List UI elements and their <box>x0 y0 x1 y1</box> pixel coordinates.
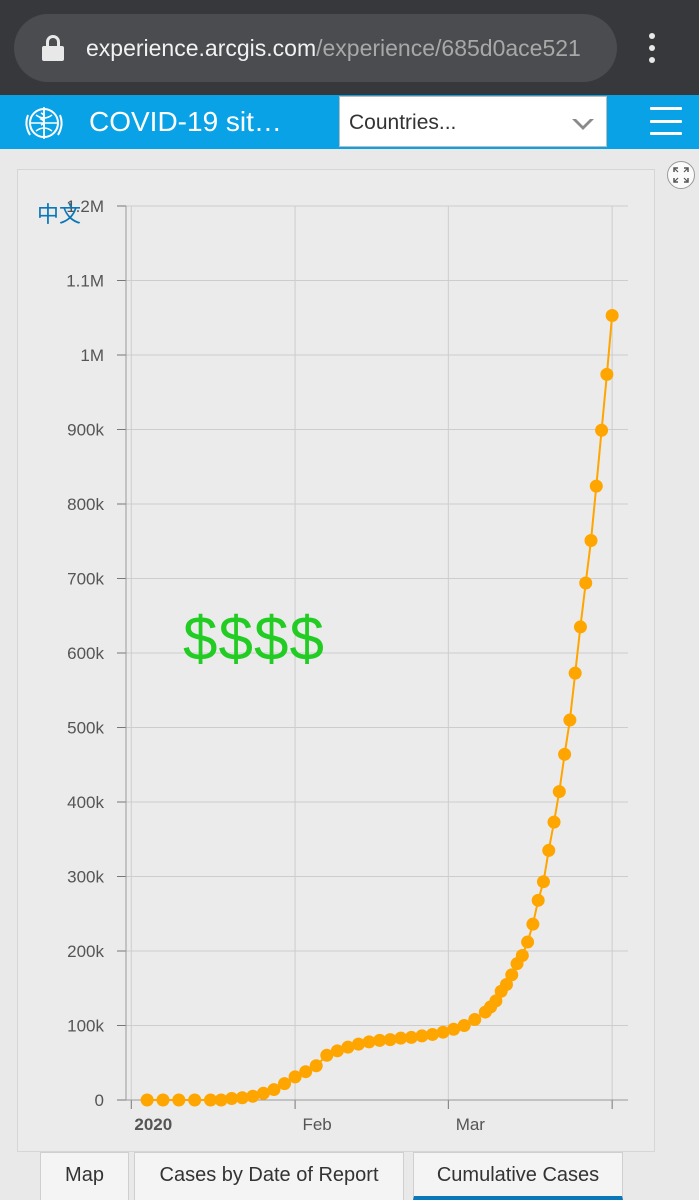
data-point <box>526 917 540 931</box>
data-point <box>573 620 587 634</box>
data-point <box>341 1040 355 1054</box>
y-tick-label: 300k <box>67 868 104 887</box>
data-point <box>288 1070 302 1084</box>
chevron-down-icon <box>572 118 594 130</box>
data-point <box>542 843 556 857</box>
data-point <box>547 815 561 829</box>
data-point <box>394 1031 408 1045</box>
y-tick-label: 600k <box>67 644 104 663</box>
data-point <box>584 534 598 548</box>
data-point <box>309 1059 323 1073</box>
x-tick-label: Mar <box>456 1115 486 1134</box>
data-point <box>383 1033 397 1047</box>
data-point <box>278 1077 292 1091</box>
data-point <box>457 1019 471 1032</box>
series-line <box>147 315 614 1101</box>
y-tick-label: 1.1M <box>66 272 104 291</box>
data-point <box>521 935 535 949</box>
data-point <box>204 1093 218 1107</box>
browser-toolbar: experience.arcgis.com/experience/685d0ac… <box>0 0 699 95</box>
y-tick-label: 0 <box>95 1091 104 1110</box>
data-point <box>320 1048 334 1062</box>
y-tick-label: 200k <box>67 942 104 961</box>
url-host: experience.arcgis.com <box>86 34 317 61</box>
y-tick-label: 100k <box>67 1017 104 1036</box>
data-point <box>499 978 513 992</box>
data-point <box>352 1037 366 1051</box>
chart-panel <box>17 169 655 1152</box>
data-point <box>362 1035 376 1049</box>
data-point <box>404 1030 418 1044</box>
data-point <box>330 1044 344 1058</box>
data-point <box>605 309 619 323</box>
x-tick-label: 2020 <box>134 1115 172 1134</box>
country-select[interactable]: Countries... <box>339 96 607 147</box>
data-point <box>246 1089 260 1103</box>
x-tick-label: Feb <box>302 1115 331 1134</box>
data-point <box>447 1022 461 1036</box>
data-point <box>536 875 550 889</box>
url-text: experience.arcgis.com/experience/685d0ac… <box>86 35 581 62</box>
data-point <box>579 576 593 590</box>
y-tick-label: 1M <box>80 346 104 365</box>
app-title: COVID-19 sit… <box>89 106 282 137</box>
who-logo-icon <box>25 107 63 139</box>
data-point <box>214 1093 228 1107</box>
data-point <box>568 666 582 680</box>
url-path: /experience/685d0ace521 <box>316 34 581 61</box>
y-tick-label: 1.2M <box>66 197 104 216</box>
data-point <box>468 1013 482 1027</box>
data-point <box>425 1027 439 1041</box>
y-tick-label: 800k <box>67 495 104 514</box>
dollar-overlay: $$$$ <box>183 605 325 674</box>
tab-bar: Map Cases by Date of Report Cumulative C… <box>0 1152 699 1200</box>
cumulative-cases-chart: 0 100k 200k 300k 400k 500k 600k 700k 800k 900k 1M 1… <box>66 197 628 1134</box>
data-point <box>552 785 566 799</box>
data-point <box>595 423 609 437</box>
data-point <box>436 1025 450 1039</box>
data-point <box>563 713 577 727</box>
language-link[interactable]: 中文 <box>37 203 82 228</box>
expand-button[interactable] <box>667 161 695 189</box>
y-tick-label: 400k <box>67 793 104 812</box>
data-point <box>235 1091 249 1105</box>
data-point <box>172 1093 186 1107</box>
data-point <box>531 893 545 907</box>
data-point <box>267 1083 281 1097</box>
y-tick-label: 500k <box>67 719 104 738</box>
data-point <box>489 994 503 1008</box>
tab-cases-by-date[interactable]: Cases by Date of Report <box>134 1152 404 1200</box>
lock-icon <box>42 35 64 61</box>
y-tick-label: 700k <box>67 570 104 589</box>
tab-map[interactable]: Map <box>40 1152 129 1200</box>
data-point <box>600 367 614 381</box>
data-point <box>188 1093 202 1107</box>
data-point <box>225 1092 239 1106</box>
data-point <box>415 1029 429 1043</box>
data-point <box>156 1093 170 1107</box>
data-point <box>558 747 572 761</box>
data-point <box>256 1086 270 1100</box>
more-options-icon[interactable] <box>643 33 661 63</box>
data-point <box>140 1093 154 1107</box>
tab-cumulative-cases[interactable]: Cumulative Cases <box>413 1152 623 1200</box>
data-point <box>515 948 529 962</box>
menu-icon[interactable] <box>650 107 682 135</box>
country-select-value: Countries... <box>349 111 457 134</box>
data-point <box>373 1033 387 1047</box>
expand-icon <box>673 167 689 183</box>
data-point <box>299 1065 313 1079</box>
y-tick-label: 900k <box>67 421 104 440</box>
data-point <box>589 479 603 493</box>
address-bar[interactable]: experience.arcgis.com/experience/685d0ac… <box>14 14 617 82</box>
data-point <box>505 968 519 982</box>
